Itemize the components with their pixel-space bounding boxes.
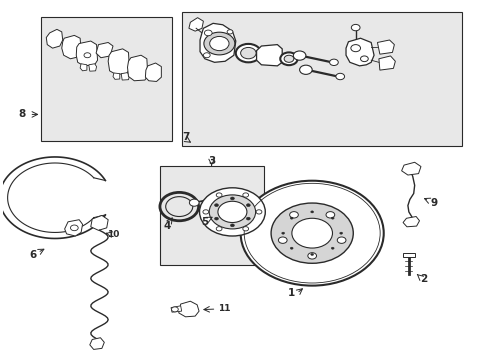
Circle shape: [199, 188, 265, 236]
Circle shape: [214, 204, 218, 207]
Polygon shape: [377, 40, 393, 54]
Polygon shape: [179, 301, 199, 317]
Polygon shape: [46, 30, 62, 48]
Text: 8: 8: [19, 109, 26, 120]
Circle shape: [256, 210, 262, 214]
Circle shape: [209, 36, 228, 51]
Circle shape: [335, 73, 344, 80]
Circle shape: [307, 253, 316, 259]
Circle shape: [240, 181, 383, 285]
Polygon shape: [402, 216, 419, 227]
Circle shape: [235, 44, 261, 62]
Circle shape: [293, 51, 305, 60]
Circle shape: [360, 56, 367, 62]
Circle shape: [189, 199, 199, 206]
Circle shape: [226, 30, 232, 34]
Circle shape: [84, 53, 91, 58]
Circle shape: [70, 225, 78, 231]
Text: 11: 11: [218, 304, 230, 313]
Circle shape: [337, 237, 345, 243]
Polygon shape: [80, 64, 87, 71]
Text: 6: 6: [29, 250, 36, 260]
Circle shape: [216, 193, 222, 197]
Circle shape: [291, 218, 332, 248]
Circle shape: [216, 227, 222, 231]
Text: 9: 9: [429, 198, 437, 208]
Text: 10: 10: [106, 230, 119, 239]
Circle shape: [203, 210, 208, 214]
Circle shape: [339, 232, 342, 234]
Polygon shape: [121, 73, 129, 80]
Polygon shape: [61, 35, 81, 59]
Circle shape: [325, 212, 334, 218]
Circle shape: [214, 217, 218, 220]
Circle shape: [289, 212, 298, 218]
Polygon shape: [113, 73, 120, 79]
Polygon shape: [90, 338, 104, 350]
Circle shape: [243, 193, 248, 197]
Circle shape: [310, 253, 313, 256]
Text: 5: 5: [201, 217, 208, 227]
Circle shape: [330, 217, 333, 219]
Text: 7: 7: [182, 132, 189, 143]
Circle shape: [203, 53, 210, 58]
Text: 1: 1: [287, 288, 295, 298]
Polygon shape: [200, 23, 235, 62]
Circle shape: [350, 45, 360, 52]
Text: 4: 4: [163, 221, 170, 231]
Polygon shape: [402, 253, 414, 257]
Circle shape: [246, 217, 250, 220]
Text: 2: 2: [419, 274, 426, 284]
Circle shape: [310, 211, 313, 213]
Circle shape: [289, 217, 292, 219]
Circle shape: [230, 224, 234, 227]
Circle shape: [203, 32, 234, 55]
Polygon shape: [401, 162, 420, 175]
Polygon shape: [127, 55, 147, 81]
Circle shape: [209, 195, 255, 229]
Bar: [160, 166, 264, 265]
Polygon shape: [145, 63, 161, 81]
Polygon shape: [76, 41, 97, 66]
Polygon shape: [346, 38, 373, 66]
Polygon shape: [188, 18, 203, 31]
Circle shape: [171, 307, 178, 312]
Circle shape: [243, 227, 248, 231]
Polygon shape: [108, 49, 129, 75]
Circle shape: [280, 53, 297, 65]
Polygon shape: [171, 306, 181, 312]
Circle shape: [330, 247, 333, 249]
Polygon shape: [64, 220, 82, 236]
Circle shape: [204, 30, 212, 36]
Circle shape: [218, 201, 246, 222]
Polygon shape: [89, 64, 96, 71]
Polygon shape: [96, 42, 113, 58]
Circle shape: [289, 247, 292, 249]
Circle shape: [278, 237, 286, 243]
Circle shape: [281, 232, 284, 234]
Circle shape: [299, 65, 311, 75]
Circle shape: [350, 24, 359, 31]
Circle shape: [329, 59, 338, 66]
Circle shape: [284, 55, 293, 62]
Polygon shape: [91, 215, 108, 230]
Circle shape: [240, 48, 256, 59]
Polygon shape: [256, 45, 282, 66]
Circle shape: [230, 197, 234, 200]
Circle shape: [246, 204, 250, 207]
Circle shape: [270, 203, 352, 263]
Polygon shape: [378, 56, 394, 70]
Bar: [41, 17, 172, 141]
Bar: [181, 12, 461, 146]
Text: 3: 3: [207, 156, 215, 166]
